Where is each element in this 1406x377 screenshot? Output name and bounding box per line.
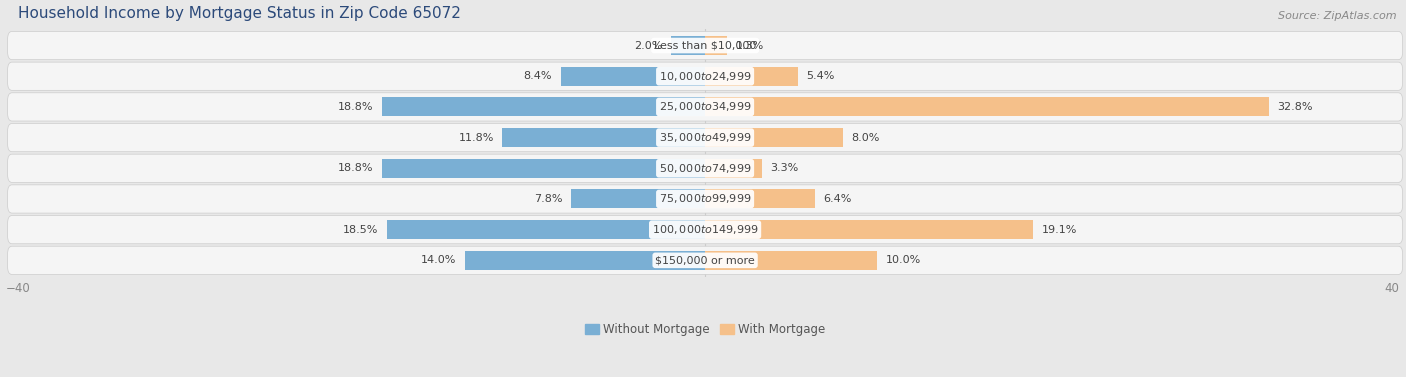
Text: 10.0%: 10.0%: [886, 255, 921, 265]
Text: 5.4%: 5.4%: [807, 71, 835, 81]
Bar: [671, 36, 704, 55]
Text: 18.5%: 18.5%: [343, 225, 378, 234]
Bar: [704, 159, 762, 178]
Bar: [704, 220, 1033, 239]
Text: $25,000 to $34,999: $25,000 to $34,999: [659, 100, 751, 113]
Text: 32.8%: 32.8%: [1277, 102, 1313, 112]
Text: $50,000 to $74,999: $50,000 to $74,999: [659, 162, 751, 175]
Text: 6.4%: 6.4%: [824, 194, 852, 204]
Bar: [704, 128, 842, 147]
FancyBboxPatch shape: [7, 216, 1403, 244]
Bar: [502, 128, 704, 147]
Bar: [561, 67, 704, 86]
Text: $150,000 or more: $150,000 or more: [655, 255, 755, 265]
Bar: [704, 67, 797, 86]
Bar: [704, 251, 877, 270]
Bar: [704, 36, 727, 55]
Text: 18.8%: 18.8%: [337, 163, 374, 173]
Text: 3.3%: 3.3%: [770, 163, 799, 173]
Text: Household Income by Mortgage Status in Zip Code 65072: Household Income by Mortgage Status in Z…: [18, 6, 461, 21]
FancyBboxPatch shape: [7, 62, 1403, 90]
Text: 7.8%: 7.8%: [534, 194, 562, 204]
FancyBboxPatch shape: [7, 124, 1403, 152]
Text: 19.1%: 19.1%: [1042, 225, 1077, 234]
Text: 11.8%: 11.8%: [458, 133, 494, 143]
Text: 2.0%: 2.0%: [634, 41, 662, 51]
FancyBboxPatch shape: [7, 185, 1403, 213]
Bar: [382, 159, 704, 178]
Bar: [387, 220, 704, 239]
Text: Source: ZipAtlas.com: Source: ZipAtlas.com: [1278, 11, 1396, 21]
Bar: [464, 251, 704, 270]
FancyBboxPatch shape: [7, 31, 1403, 60]
FancyBboxPatch shape: [7, 93, 1403, 121]
Text: $35,000 to $49,999: $35,000 to $49,999: [659, 131, 751, 144]
Text: $75,000 to $99,999: $75,000 to $99,999: [659, 193, 751, 205]
Bar: [571, 190, 704, 208]
Text: 1.3%: 1.3%: [735, 41, 765, 51]
Bar: [704, 190, 815, 208]
FancyBboxPatch shape: [7, 154, 1403, 182]
Text: 8.0%: 8.0%: [851, 133, 880, 143]
Text: 14.0%: 14.0%: [420, 255, 456, 265]
FancyBboxPatch shape: [7, 246, 1403, 274]
Text: Less than $10,000: Less than $10,000: [654, 41, 756, 51]
Text: 8.4%: 8.4%: [523, 71, 553, 81]
Legend: Without Mortgage, With Mortgage: Without Mortgage, With Mortgage: [579, 319, 831, 341]
Text: 18.8%: 18.8%: [337, 102, 374, 112]
Bar: [704, 97, 1268, 116]
Text: $10,000 to $24,999: $10,000 to $24,999: [659, 70, 751, 83]
Text: $100,000 to $149,999: $100,000 to $149,999: [652, 223, 758, 236]
Bar: [382, 97, 704, 116]
